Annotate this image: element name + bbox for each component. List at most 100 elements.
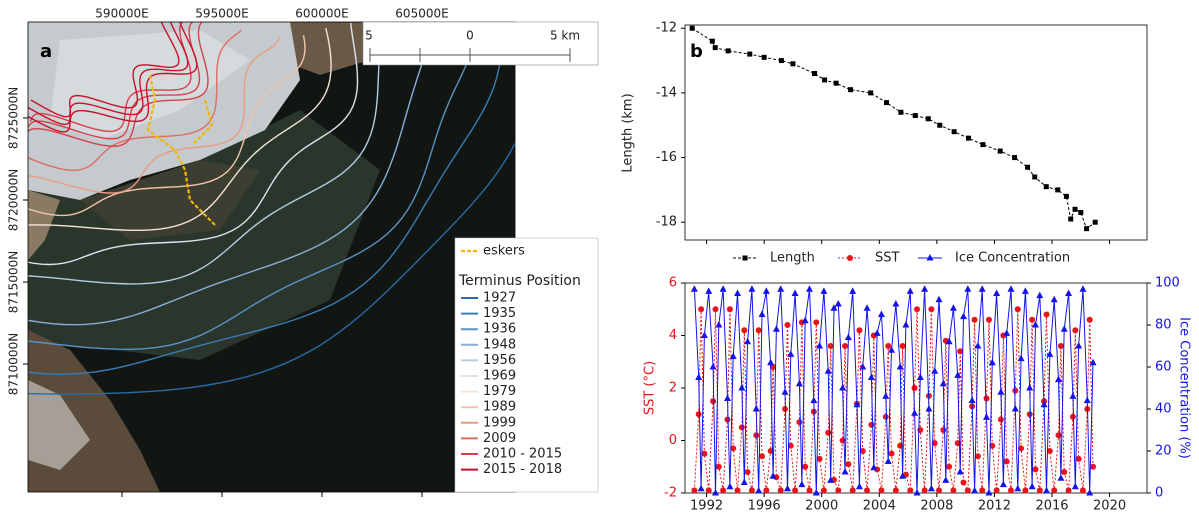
data-point <box>758 310 766 317</box>
data-point <box>849 487 856 494</box>
data-point <box>698 306 705 313</box>
data-point <box>787 350 795 357</box>
data-point <box>724 416 731 423</box>
data-point <box>770 364 777 370</box>
data-point <box>898 109 904 115</box>
data-point <box>802 463 809 470</box>
data-point <box>942 476 950 483</box>
data-point <box>1014 484 1022 492</box>
data-point <box>712 306 719 313</box>
x-tick-label: 2000 <box>805 499 838 513</box>
data-point <box>853 400 861 408</box>
data-point <box>801 316 809 324</box>
data-point <box>1055 432 1062 439</box>
data-point <box>1021 287 1029 294</box>
data-point <box>822 77 828 83</box>
data-point <box>691 487 698 494</box>
y-tick-label: 8715000N <box>7 251 21 313</box>
data-point <box>1054 375 1062 383</box>
data-point <box>1084 226 1090 232</box>
data-point <box>709 38 715 44</box>
data-point <box>720 487 727 494</box>
x-tick-label: 590000E <box>95 7 148 21</box>
data-point <box>1065 487 1072 494</box>
data-point <box>1031 321 1039 328</box>
legend-label: 1935 <box>483 306 516 321</box>
data-point <box>1012 155 1018 161</box>
data-line <box>693 289 1094 494</box>
y2-axis-label: Ice Concentration (%) <box>1177 317 1192 459</box>
data-point <box>974 453 981 460</box>
data-point <box>959 312 967 320</box>
plot-frame <box>684 24 1148 241</box>
data-point <box>1012 387 1019 394</box>
data-point <box>971 486 979 494</box>
data-point <box>1063 193 1069 199</box>
data-point <box>917 427 924 433</box>
terminus-line <box>28 36 502 376</box>
terminus-lines <box>28 22 515 395</box>
data-point <box>777 487 784 494</box>
data-point <box>1018 445 1025 452</box>
data-point <box>1014 306 1021 313</box>
data-point <box>834 300 842 307</box>
x-tick-label: 2012 <box>978 499 1011 513</box>
legend-label: 1979 <box>483 384 516 399</box>
y2-tick-label: 20 <box>1155 444 1172 459</box>
data-point <box>1025 164 1031 170</box>
legend-label: SST <box>875 251 900 266</box>
data-point <box>997 148 1003 154</box>
data-point <box>978 285 986 292</box>
data-point <box>1051 487 1058 494</box>
data-point <box>820 487 827 494</box>
data-point <box>985 316 992 323</box>
scale-bar-label: 5 <box>365 29 373 43</box>
data-point <box>792 487 799 494</box>
legend-label: 1948 <box>483 337 516 352</box>
data-point <box>1061 469 1068 475</box>
data-point <box>1028 482 1036 490</box>
data-point <box>712 489 720 496</box>
data-point <box>949 304 957 311</box>
data-point <box>738 384 746 391</box>
data-point <box>723 394 731 401</box>
legend-swatch <box>847 255 853 261</box>
data-point <box>960 479 967 486</box>
data-point <box>755 327 762 334</box>
data-point <box>690 285 698 292</box>
y-tick-label: -12 <box>656 21 677 36</box>
data-point <box>882 392 890 399</box>
data-point <box>795 379 803 387</box>
data-point <box>830 304 838 311</box>
terminus-line <box>28 22 189 126</box>
terminus-line <box>28 22 209 148</box>
data-point <box>997 416 1004 423</box>
data-point <box>1050 295 1058 303</box>
y-tick-label: 2 <box>669 381 677 396</box>
legend-label: 1927 <box>483 291 516 306</box>
data-point <box>888 346 896 353</box>
y-tick-label: -14 <box>656 85 677 100</box>
data-point <box>884 457 892 464</box>
y-tick-label: 8710000N <box>7 333 21 395</box>
x-tick-label: 1996 <box>748 499 781 513</box>
data-point <box>902 321 910 328</box>
data-point <box>734 289 742 296</box>
data-point <box>1036 487 1043 494</box>
data-point <box>1071 482 1079 490</box>
data-point <box>1046 350 1054 357</box>
y-tick-label: 8720000N <box>7 169 21 231</box>
legend-swatch <box>926 254 934 261</box>
terminus-line <box>28 35 306 217</box>
data-point <box>1072 206 1078 212</box>
data-point <box>916 373 924 380</box>
data-point <box>956 468 964 475</box>
legend-label: 2015 - 2018 <box>483 462 562 477</box>
data-point <box>744 469 751 475</box>
data-point <box>1075 342 1083 349</box>
data-point <box>695 411 702 418</box>
data-point <box>747 51 753 57</box>
data-point <box>1072 327 1079 334</box>
x-tick-label: 595000E <box>195 7 248 21</box>
legend-label: 1936 <box>483 322 516 337</box>
